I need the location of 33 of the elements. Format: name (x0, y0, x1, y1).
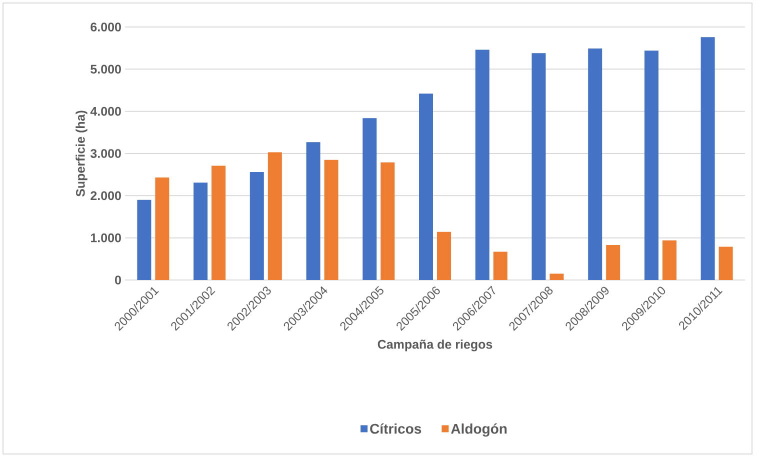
y-tick-label: 1.000 (90, 233, 121, 242)
x-axis-title: Campaña de riegos (378, 340, 492, 352)
bar (532, 53, 546, 280)
y-tick-label: 0 (115, 276, 121, 284)
legend-label: Aldogón (451, 423, 507, 437)
y-tick-label: 6.000 (90, 22, 121, 32)
bar (212, 166, 226, 280)
bar (662, 240, 676, 280)
bar (437, 232, 451, 280)
y-tick-label: 2.000 (90, 191, 121, 200)
bar (493, 252, 508, 280)
bar (324, 160, 338, 280)
bar (306, 142, 320, 280)
bar (155, 178, 170, 280)
bar (550, 274, 564, 280)
legend-label: Cítricos (370, 423, 422, 434)
bar (137, 200, 152, 280)
bar (606, 245, 620, 280)
bar (644, 50, 658, 280)
y-tick-label: 5.000 (90, 64, 121, 74)
bar (700, 37, 715, 280)
bar (194, 182, 208, 280)
y-tick-label: 3.000 (90, 149, 121, 158)
y-axis-title: Superficie (ha) (76, 110, 88, 197)
y-tick-label: 4.000 (90, 106, 121, 116)
bar (718, 246, 733, 280)
bar (419, 94, 433, 280)
bar (250, 172, 264, 280)
bar (588, 48, 602, 280)
bar (362, 118, 377, 280)
bar (475, 50, 490, 280)
bar (268, 152, 282, 280)
bar (380, 162, 395, 280)
